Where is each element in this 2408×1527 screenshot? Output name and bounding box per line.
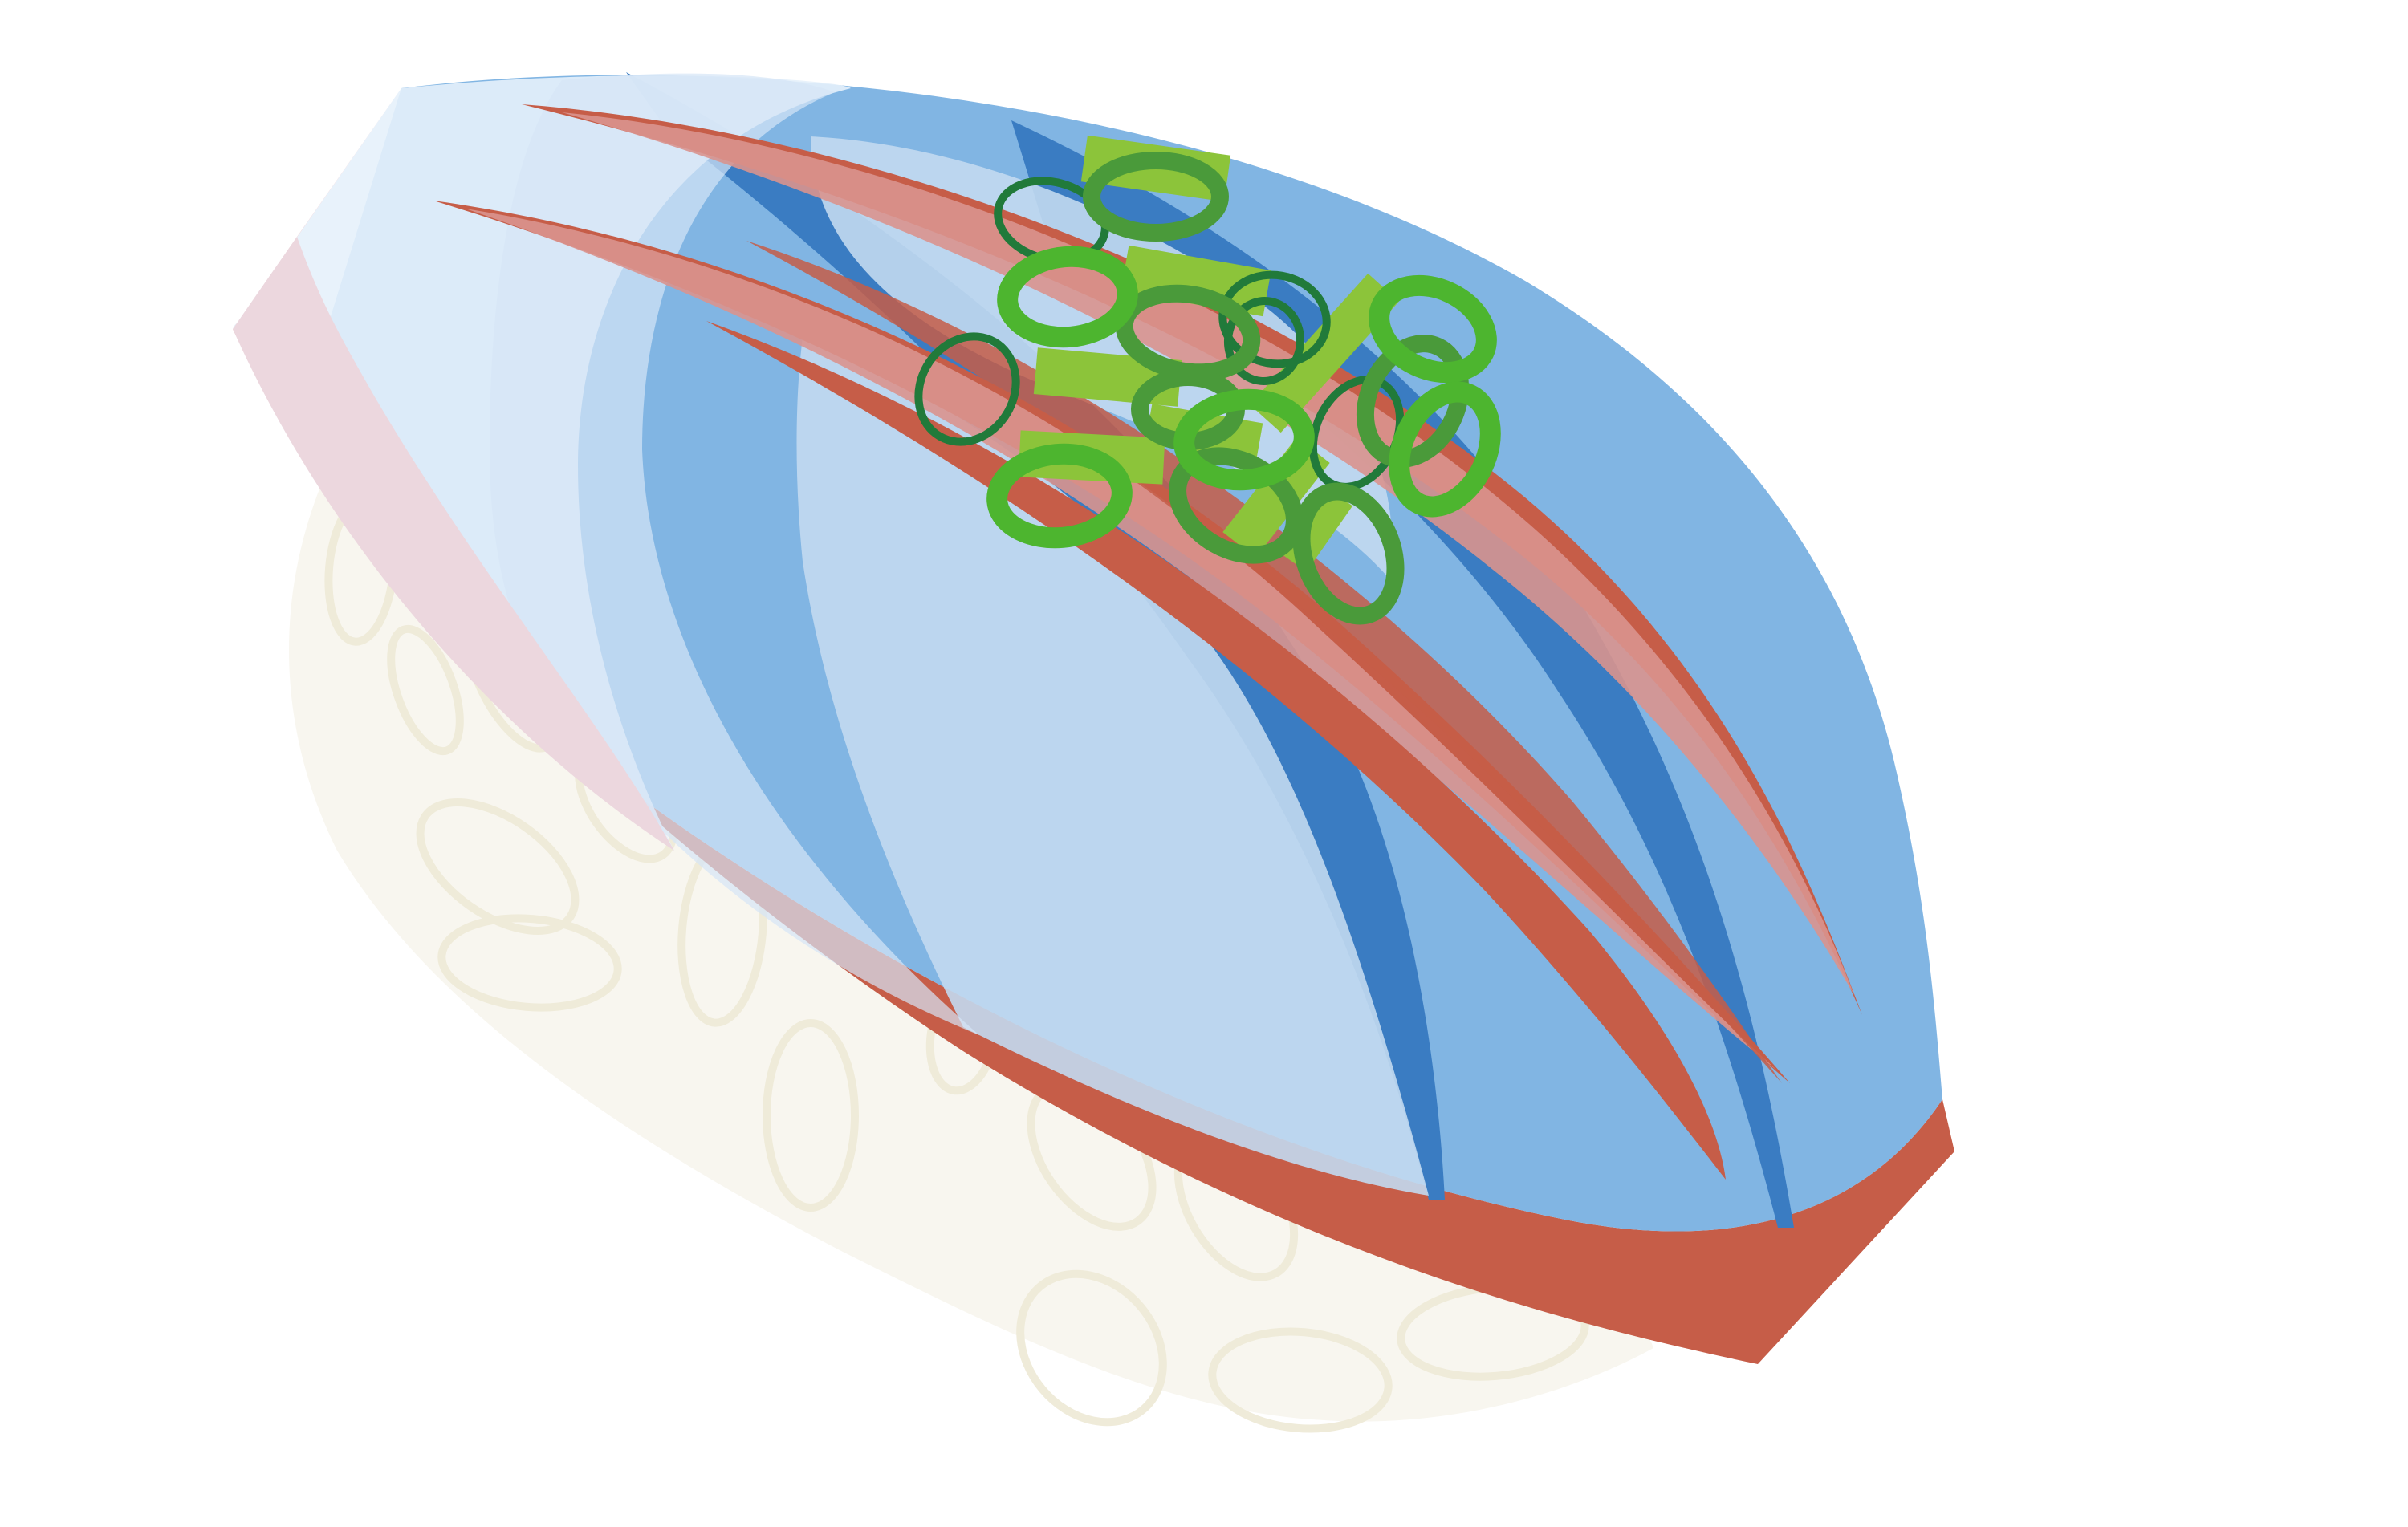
scallion-ring-mid	[1169, 447, 1304, 564]
scallion-ring-mid	[1083, 152, 1229, 242]
fish-left-tip	[233, 88, 401, 329]
scallion-ring-dark	[1223, 297, 1305, 385]
fish-red-edge	[233, 329, 1954, 1364]
fish-glaze-inner	[490, 73, 979, 1035]
scallion-piece	[1250, 273, 1399, 433]
rice-grain	[763, 1019, 859, 1212]
rice-grain	[416, 798, 580, 935]
rice-grain	[387, 624, 464, 756]
scallion-ring-bright	[986, 443, 1133, 549]
fish-blush-tip	[233, 237, 674, 851]
scallion-piece	[1222, 437, 1330, 558]
scallion-ring-bright	[997, 246, 1138, 348]
rice-grain	[1208, 1327, 1393, 1433]
scallion-piece	[1121, 245, 1271, 317]
scallion-ring-dark	[914, 332, 1020, 446]
scallion-ring-bright	[1369, 274, 1497, 384]
scallion-ring-bright	[1389, 381, 1501, 518]
scallion-ring-mid	[1292, 482, 1405, 625]
rice-grain	[437, 914, 622, 1012]
scallion-garnish	[914, 135, 1501, 625]
scallion-ring-bright	[1173, 388, 1315, 491]
scallion-ring-mid	[1356, 335, 1470, 468]
rice-grain	[1016, 1269, 1167, 1427]
